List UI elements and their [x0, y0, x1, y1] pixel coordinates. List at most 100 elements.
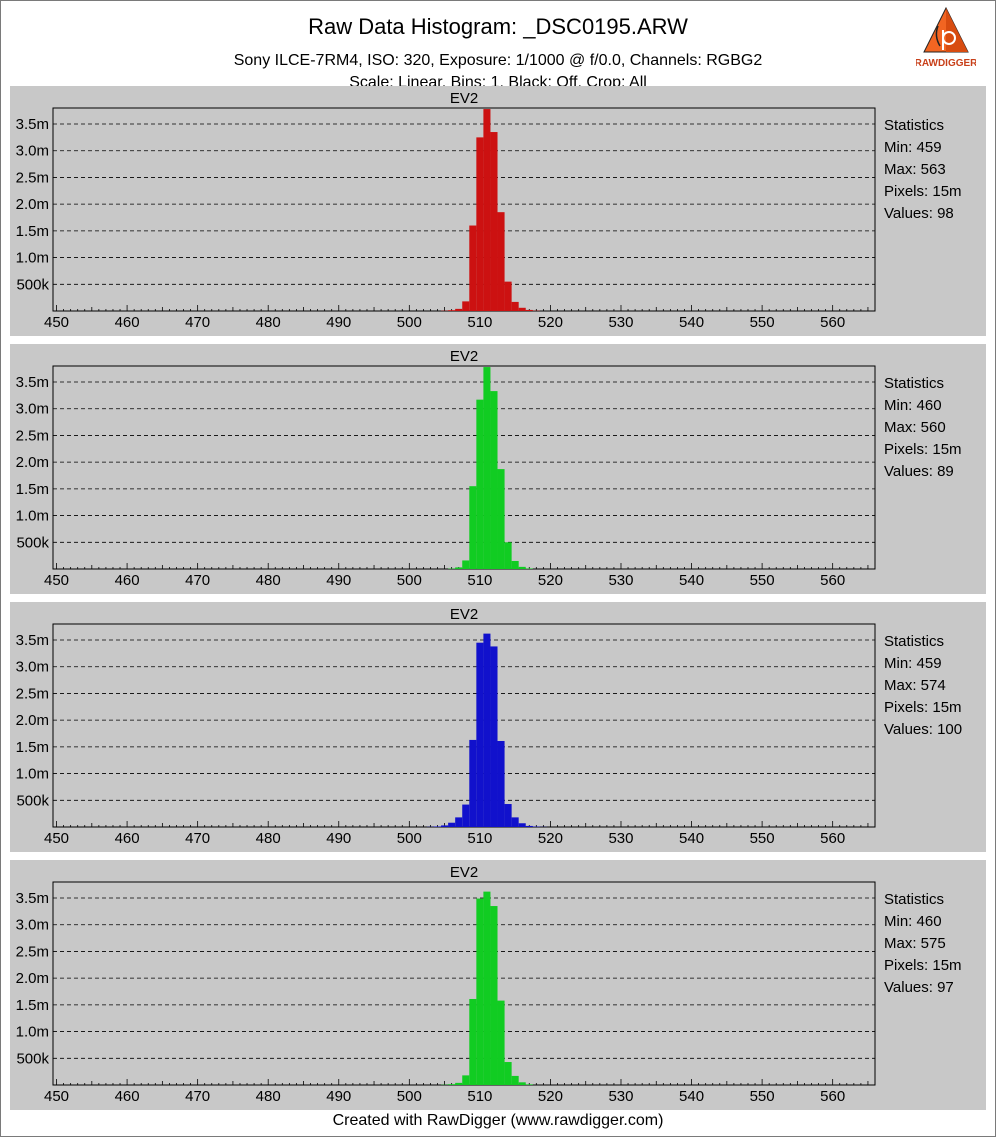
y-tick-label: 2.5m [16, 685, 49, 702]
x-tick-label: 490 [326, 314, 351, 331]
histogram-bar [504, 804, 512, 827]
x-tick-label: 530 [608, 1088, 633, 1105]
stats-values: Values: 97 [884, 979, 954, 996]
histogram-bar [511, 817, 519, 827]
histogram-bar [448, 310, 456, 311]
x-tick-label: 490 [326, 572, 351, 589]
y-tick-label: 2.0m [16, 970, 49, 987]
stats-pixels: Pixels: 15m [884, 441, 962, 458]
histogram-bar [476, 898, 484, 1085]
y-tick-label: 1.0m [16, 1024, 49, 1041]
histogram-bar [462, 1075, 470, 1085]
camera-info: Sony ILCE-7RM4, ISO: 320, Exposure: 1/10… [233, 52, 763, 69]
x-tick-label: 560 [820, 830, 845, 847]
histogram-bar [483, 367, 491, 569]
histogram-bar [497, 469, 505, 569]
histogram-bar [490, 646, 498, 827]
histogram-panel-g2: EV2 500k 1.0m 1.5m 2.0m 2.5m 3.0m 3.5m 450 460 470… [10, 860, 986, 1110]
x-tick-label: 470 [185, 314, 210, 331]
statistics-box-g2: Statistics Min: 460 Max: 575 Pixels: 15m… [884, 889, 962, 999]
statistics-box-g: Statistics Min: 460 Max: 560 Pixels: 15m… [884, 373, 962, 483]
x-tick-label: 450 [44, 830, 69, 847]
x-tick-label: 470 [185, 830, 210, 847]
x-tick-label: 550 [750, 830, 775, 847]
y-tick-label: 500k [16, 534, 49, 551]
histogram-bar [462, 301, 470, 311]
x-tick-label: 560 [820, 314, 845, 331]
stats-max: Max: 563 [884, 161, 946, 178]
histogram-bar [490, 132, 498, 311]
histogram-chart-g2: EV2 500k 1.0m 1.5m 2.0m 2.5m 3.0m 3.5m 450 460 470… [16, 864, 876, 1105]
histogram-bar [448, 822, 456, 827]
x-tick-label: 500 [397, 830, 422, 847]
x-tick-label: 520 [538, 830, 563, 847]
y-tick-label: 3.5m [16, 116, 49, 133]
scale-info: Scale: Linear, Bins: 1, Black: Off, Crop… [349, 74, 647, 86]
y-tick-label: 3.0m [16, 143, 49, 160]
y-tick-label: 2.5m [16, 943, 49, 960]
histogram-bar [525, 1084, 533, 1085]
y-tick-label: 500k [16, 276, 49, 293]
histogram-bar [455, 1082, 463, 1085]
histogram-bar [525, 825, 533, 827]
x-tick-label: 460 [115, 314, 140, 331]
x-tick-label: 510 [467, 1088, 492, 1105]
histogram-bar [469, 486, 477, 569]
y-tick-label: 2.0m [16, 712, 49, 729]
statistics-box-b: Statistics Min: 459 Max: 574 Pixels: 15m… [884, 631, 962, 741]
histogram-chart-r: EV2 500k 1.0m 1.5m 2.0m 2.5m 3.0m 3.5m 450 460 470… [16, 90, 876, 331]
x-tick-label: 450 [44, 572, 69, 589]
x-tick-label: 480 [256, 572, 281, 589]
statistics-box-r: Statistics Min: 459 Max: 563 Pixels: 15m… [884, 115, 962, 225]
histogram-bar [462, 804, 470, 827]
histogram-bar [483, 633, 491, 827]
report-title: Raw Data Histogram: _DSC0195.ARW [308, 14, 688, 39]
x-tick-label: 540 [679, 1088, 704, 1105]
x-tick-label: 520 [538, 1088, 563, 1105]
x-tick-label: 500 [397, 1088, 422, 1105]
stats-min: Min: 460 [884, 913, 942, 930]
plot-area [52, 365, 876, 570]
stats-values: Values: 100 [884, 721, 963, 738]
y-tick-label: 3.0m [16, 659, 49, 676]
stats-max: Max: 575 [884, 935, 946, 952]
histogram-bar [490, 906, 498, 1085]
histogram-bar [441, 825, 449, 827]
histogram-bar [469, 739, 477, 827]
x-tick-label: 520 [538, 314, 563, 331]
x-tick-label: 510 [467, 572, 492, 589]
stats-max: Max: 560 [884, 419, 946, 436]
stats-values: Values: 89 [884, 463, 954, 480]
stats-label: Statistics [884, 633, 945, 650]
histogram-bar [469, 225, 477, 311]
x-tick-label: 490 [326, 1088, 351, 1105]
x-tick-label: 450 [44, 1088, 69, 1105]
stats-values: Values: 98 [884, 205, 954, 222]
histogram-bar [511, 301, 519, 311]
logo-text: RAWDIGGER [916, 58, 976, 69]
y-tick-label: 2.5m [16, 169, 49, 186]
histogram-bar [455, 308, 463, 311]
plot-area [52, 623, 876, 828]
histogram-bar [469, 998, 477, 1085]
y-tick-label: 1.0m [16, 508, 49, 525]
histogram-bar [490, 391, 498, 569]
histogram-panel-b: EV2 500k 1.0m 1.5m 2.0m 2.5m 3.0m 3.5m 450 460 470… [10, 602, 986, 852]
y-tick-label: 1.5m [16, 481, 49, 498]
x-tick-label: 540 [679, 830, 704, 847]
x-tick-label: 550 [750, 314, 775, 331]
y-tick-label: 3.5m [16, 890, 49, 907]
stats-pixels: Pixels: 15m [884, 957, 962, 974]
histogram-bar [476, 399, 484, 569]
y-tick-label: 1.5m [16, 223, 49, 240]
histogram-chart-b: EV2 500k 1.0m 1.5m 2.0m 2.5m 3.0m 3.5m 450 460 470… [16, 606, 876, 847]
histogram-bar [511, 1075, 519, 1085]
x-tick-label: 530 [608, 830, 633, 847]
histogram-bar [525, 309, 533, 311]
stats-label: Statistics [884, 375, 945, 392]
y-tick-label: 500k [16, 792, 49, 809]
histogram-bar [511, 560, 519, 569]
histogram-bar [497, 212, 505, 311]
x-tick-label: 450 [44, 314, 69, 331]
histogram-bar [504, 542, 512, 569]
